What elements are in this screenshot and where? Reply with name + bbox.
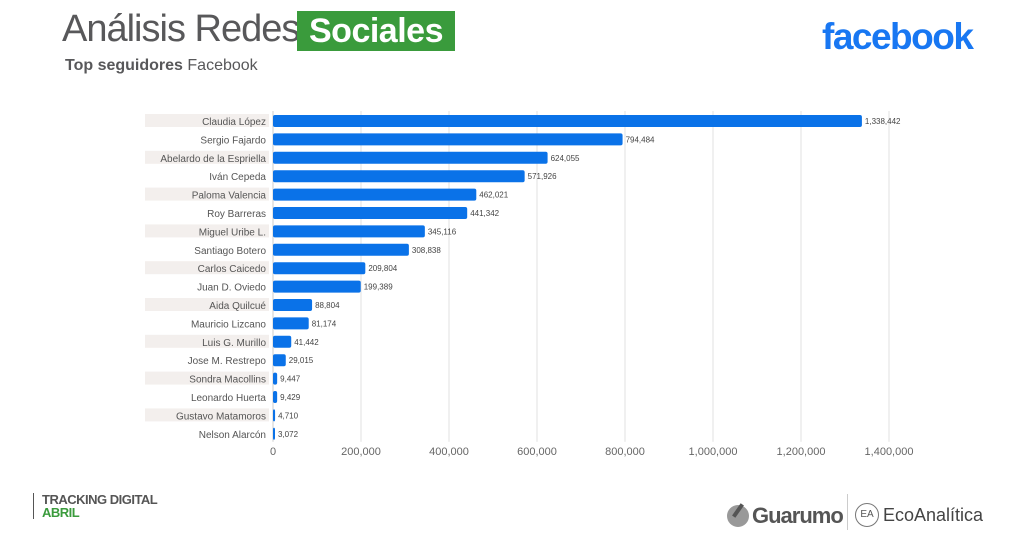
x-tick-label: 400,000 bbox=[429, 446, 469, 458]
bar bbox=[273, 225, 425, 238]
row-stripe bbox=[145, 371, 269, 385]
row-stripe bbox=[145, 408, 269, 422]
data-label: 81,174 bbox=[312, 319, 337, 328]
bar bbox=[273, 207, 468, 219]
category-label: Juan D. Oviedo bbox=[197, 283, 266, 294]
bar bbox=[273, 262, 366, 275]
x-tick-label: 1,000,000 bbox=[689, 446, 738, 458]
ecoanalitica-logo: EA EcoAnalítica bbox=[855, 503, 983, 527]
bar bbox=[273, 170, 525, 183]
x-tick-label: 200,000 bbox=[341, 446, 381, 458]
data-label: 199,389 bbox=[364, 283, 393, 292]
category-label: Sergio Fajardo bbox=[200, 135, 266, 146]
data-label: 345,116 bbox=[428, 227, 457, 236]
category-label: Santiago Botero bbox=[194, 246, 266, 257]
row-stripe bbox=[145, 114, 269, 127]
bar bbox=[273, 115, 862, 127]
category-label: Gustavo Matamoros bbox=[176, 411, 266, 422]
tracking-label: TRACKING DIGITAL ABRIL bbox=[33, 492, 158, 520]
data-label: 209,804 bbox=[368, 264, 397, 273]
bar bbox=[273, 335, 292, 348]
x-tick-label: 600,000 bbox=[517, 446, 557, 458]
bar bbox=[273, 243, 409, 256]
bar bbox=[273, 317, 309, 330]
data-label: 29,015 bbox=[289, 356, 314, 365]
category-label: Abelardo de la Espriella bbox=[160, 154, 266, 165]
x-tick-label: 1,200,000 bbox=[777, 446, 826, 458]
page-subtitle: Top seguidores Facebook bbox=[65, 57, 258, 75]
data-label: 3,072 bbox=[278, 430, 299, 439]
data-label: 571,926 bbox=[528, 172, 557, 181]
footer-divider bbox=[847, 494, 848, 530]
x-tick-label: 800,000 bbox=[605, 446, 645, 458]
tracking-line2: ABRIL bbox=[42, 505, 80, 520]
data-label: 88,804 bbox=[315, 301, 340, 310]
category-label: Iván Cepeda bbox=[209, 172, 266, 183]
row-stripe bbox=[145, 261, 269, 275]
guarumo-text: Guarumo bbox=[752, 503, 844, 528]
category-label: Miguel Uribe L. bbox=[199, 227, 266, 238]
bar bbox=[273, 354, 286, 367]
category-label: Aida Quilcué bbox=[209, 301, 266, 312]
category-label: Paloma Valencia bbox=[192, 191, 267, 202]
bar bbox=[273, 280, 361, 293]
category-label: Nelson Alarcón bbox=[199, 430, 266, 441]
bar bbox=[273, 299, 313, 311]
ecoanalitica-text: EcoAnalítica bbox=[883, 504, 984, 525]
row-stripe bbox=[145, 187, 269, 201]
x-tick-label: 0 bbox=[270, 446, 276, 458]
row-stripe bbox=[145, 334, 269, 348]
page-title-highlight: Sociales bbox=[297, 11, 455, 51]
bar bbox=[273, 427, 275, 440]
bar bbox=[273, 391, 278, 403]
category-label: Jose M. Restrepo bbox=[188, 356, 267, 367]
bar bbox=[273, 409, 276, 422]
ecoanalitica-icon: EA bbox=[855, 503, 879, 527]
facebook-logo: facebook bbox=[822, 16, 974, 57]
tracking-line1: TRACKING DIGITAL bbox=[42, 492, 158, 507]
bar bbox=[273, 151, 548, 164]
bar bbox=[273, 188, 477, 201]
row-stripe bbox=[145, 224, 269, 238]
page-title: Análisis Redes bbox=[62, 8, 300, 50]
data-label: 41,442 bbox=[294, 338, 319, 347]
data-label: 462,021 bbox=[479, 191, 508, 200]
guarumo-logo: Guarumo bbox=[727, 503, 844, 529]
data-label: 1,338,442 bbox=[865, 117, 901, 126]
row-stripe bbox=[145, 150, 269, 164]
data-label: 9,429 bbox=[280, 393, 301, 402]
bar bbox=[273, 372, 278, 385]
data-label: 624,055 bbox=[551, 154, 580, 163]
data-label: 308,838 bbox=[412, 246, 441, 255]
data-label: 441,342 bbox=[470, 209, 499, 218]
category-label: Luis G. Murillo bbox=[202, 338, 266, 349]
data-label: 9,447 bbox=[280, 375, 301, 384]
category-label: Sondra Macollins bbox=[189, 375, 266, 386]
category-label: Mauricio Lizcano bbox=[191, 319, 266, 330]
category-label: Roy Barreras bbox=[207, 209, 266, 220]
x-tick-label: 1,400,000 bbox=[865, 446, 914, 458]
category-label: Claudia López bbox=[202, 117, 266, 128]
subtitle-bold: Top seguidores bbox=[65, 57, 183, 74]
category-label: Leonardo Huerta bbox=[191, 393, 266, 404]
row-stripe bbox=[145, 298, 269, 311]
data-label: 794,484 bbox=[626, 135, 655, 144]
category-label: Carlos Caicedo bbox=[198, 264, 267, 275]
bar bbox=[273, 133, 623, 146]
subtitle-rest: Facebook bbox=[187, 57, 258, 74]
data-label: 4,710 bbox=[278, 411, 299, 420]
guarumo-icon bbox=[727, 505, 749, 527]
